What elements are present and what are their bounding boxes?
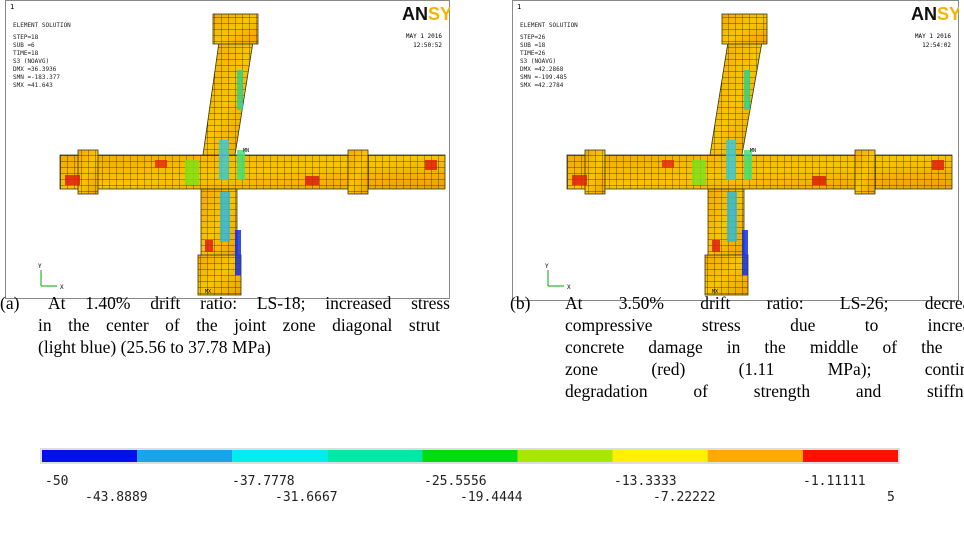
logo: ANSYS — [911, 4, 959, 24]
stress-spot — [237, 150, 245, 180]
caption-line: zone (red) (1.11 MPa); continue — [565, 358, 964, 380]
info-line: STEP=18 — [13, 34, 39, 41]
info-line: SMN =-199.485 — [520, 74, 567, 81]
mesh — [78, 150, 98, 194]
caption-line: degradation of strength and stiffness — [565, 380, 964, 402]
info-line: DMX =36.3936 — [13, 66, 57, 73]
bar-segment — [42, 450, 137, 462]
marker: MN — [243, 148, 249, 154]
bar-segment — [422, 450, 517, 462]
mesh — [722, 14, 767, 44]
stress-spot — [237, 70, 243, 110]
caption-label: (a) — [0, 292, 19, 314]
bar-label: -37.7778 — [232, 474, 295, 489]
corner: 1 — [10, 3, 14, 11]
color-bar: -50 -43.8889 -37.7778-31.6667 -25.5556-19.4… — [0, 440, 964, 515]
axis-label: X — [567, 284, 571, 291]
caption-label: (b) — [510, 292, 530, 314]
date: MAY 1 2016 — [915, 33, 952, 40]
info-line: SMX =42.2784 — [520, 82, 564, 89]
info-line: SUB =18 — [520, 42, 546, 49]
stress-spot — [662, 160, 674, 168]
caption-line: compressive stress due to increase — [565, 314, 964, 336]
bar-segment — [137, 450, 232, 462]
stress-spot — [712, 240, 720, 252]
info-line: TIME=26 — [520, 50, 546, 57]
stress-spot — [727, 192, 737, 242]
info-line: S3 (NOAVG) — [520, 58, 556, 65]
mesh — [585, 150, 605, 194]
mesh — [567, 155, 952, 189]
info-line: SUB =6 — [13, 42, 35, 49]
stress-spot — [155, 160, 167, 168]
bar-segment — [613, 450, 708, 462]
bar-label: -25.5556 — [424, 474, 487, 489]
mesh — [60, 155, 445, 189]
axis-label: Y — [38, 263, 42, 270]
bar-label: -7.22222 — [653, 490, 716, 505]
header: ELEMENT SOLUTION — [520, 22, 578, 29]
stress-spot — [726, 140, 736, 180]
stress-spot — [219, 140, 229, 180]
bar-label: -43.8889 — [85, 490, 148, 505]
stress-spot — [692, 160, 706, 185]
stress-spot — [742, 230, 748, 275]
stress-spot — [205, 240, 213, 252]
header: ELEMENT SOLUTION — [13, 22, 71, 29]
axis-label: Y — [545, 263, 549, 270]
time: 12:54:02 — [922, 42, 951, 49]
caption-line: (light blue) (25.56 to 37.78 MPa) — [38, 336, 271, 358]
corner: 1 — [517, 3, 521, 11]
page: 1ELEMENT SOLUTIONSTEP=18SUB =6TIME=18S3 … — [0, 0, 964, 539]
mesh — [855, 150, 875, 194]
logo: ANSYS — [402, 4, 450, 24]
stress-spot — [812, 176, 826, 185]
mesh — [213, 14, 258, 44]
marker: MN — [750, 148, 756, 154]
mesh — [348, 150, 368, 194]
bar-label: -1.11111 — [803, 474, 866, 489]
bar-segment — [232, 450, 327, 462]
time: 12:50:52 — [413, 42, 442, 49]
bar-segment — [327, 450, 422, 462]
info-line: SMX =41.643 — [13, 82, 53, 89]
stress-spot — [572, 175, 587, 185]
stress-spot — [235, 230, 241, 275]
info-line: S3 (NOAVG) — [13, 58, 49, 65]
date: MAY 1 2016 — [406, 33, 443, 40]
caption-line: At 3.50% drift ratio: LS-26; decrease — [565, 292, 964, 314]
stress-spot — [744, 70, 750, 110]
caption-line: concrete damage in the middle of the joi — [565, 336, 964, 358]
bar-label: -50 — [45, 474, 68, 489]
stress-spot — [185, 160, 199, 185]
bar-segment — [708, 450, 803, 462]
info-line: SMN =-183.377 — [13, 74, 60, 81]
stress-spot — [425, 160, 437, 170]
caption-line: in the center of the joint zone diagonal… — [38, 314, 440, 336]
caption-line: At 1.40% drift ratio: LS-18; increased s… — [48, 292, 450, 314]
bar-segment — [803, 450, 898, 462]
stress-spot — [932, 160, 944, 170]
info-line: DMX =42.2868 — [520, 66, 564, 73]
stress-spot — [65, 175, 80, 185]
info-line: TIME=18 — [13, 50, 39, 57]
info-line: STEP=26 — [520, 34, 546, 41]
stress-spot — [220, 192, 230, 242]
stress-spot — [305, 176, 319, 185]
axis-label: X — [60, 284, 64, 291]
bar-label: -19.4444 — [460, 490, 523, 505]
bar-label: -13.3333 — [614, 474, 677, 489]
bar-label: 5 — [887, 490, 895, 505]
bar-segment — [518, 450, 613, 462]
stress-spot — [744, 150, 752, 180]
bar-label: -31.6667 — [275, 490, 338, 505]
